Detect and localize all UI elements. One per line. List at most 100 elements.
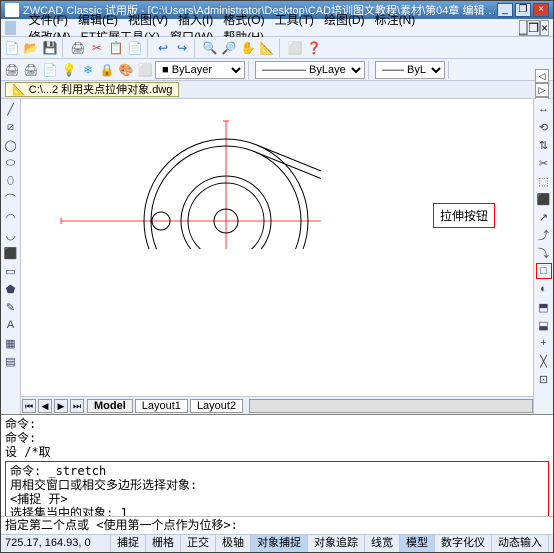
leftbar-tool-1[interactable]: ⧄ bbox=[3, 119, 19, 135]
menubar[interactable]: 文件(F)编辑(E)视图(V)插入(I)格式(O)工具(T)绘图(D)标注(N)… bbox=[1, 19, 553, 37]
leftbar-tool-13[interactable]: ▦ bbox=[3, 335, 19, 351]
rightbar-tool-12[interactable]: ⬓ bbox=[536, 317, 552, 333]
status-toggle-对象追踪[interactable]: 对象追踪 bbox=[308, 535, 365, 552]
menu-格式[interactable]: 格式(O) bbox=[218, 12, 269, 28]
tb2-6[interactable]: 🎨 bbox=[117, 61, 135, 79]
layout-tab-Model[interactable]: Model bbox=[87, 399, 133, 413]
layout-tabs[interactable]: ⏮◀▶⏭ModelLayout1Layout2 bbox=[21, 396, 533, 414]
leftbar-tool-3[interactable]: ⬭ bbox=[3, 155, 19, 171]
layout-tab-Layout2[interactable]: Layout2 bbox=[190, 399, 243, 413]
tb2-5[interactable]: 🔒 bbox=[98, 61, 116, 79]
command-panel[interactable]: 命令:命令:设 /*取命令: _stretch用相交窗口或相交多边形选择对象:<… bbox=[1, 414, 553, 534]
combo-lw_combo[interactable]: ———— ByLayer bbox=[255, 61, 365, 79]
rightbar-tool-11[interactable]: ⬒ bbox=[536, 299, 552, 315]
draw-toolbar[interactable]: ╱ ⧄ ◯ ⬭ ⬯ ⌒ ◠ ◡ ⬛ ▭ ⬟ ✎ A ▦ ▤ bbox=[1, 99, 21, 414]
tb-tb1-7[interactable]: ↩ bbox=[154, 39, 172, 57]
tb-tb1-3[interactable]: 🖨 bbox=[69, 39, 87, 57]
leftbar-tool-7[interactable]: ◡ bbox=[3, 227, 19, 243]
file-tabstrip[interactable]: 📐 C:\...2 利用夹点拉伸对象.dwg ◁▷✕ bbox=[1, 81, 553, 99]
tb-tb1-12[interactable]: 📐 bbox=[258, 39, 276, 57]
doc-win-btn-2[interactable]: × bbox=[540, 20, 549, 36]
tb-tb1-9[interactable]: 🔍 bbox=[201, 39, 219, 57]
toolbar-properties[interactable]: 🖨🖨📄💡❄🔒🎨⬜■ ByLayer———— ByLayer—— ByLayer bbox=[1, 59, 553, 81]
command-line[interactable]: 指定第二个点或 <使用第一个点作为位移>: bbox=[1, 516, 553, 534]
menu-编辑[interactable]: 编辑(E) bbox=[73, 12, 123, 28]
rightbar-tool-15[interactable]: ⊡ bbox=[536, 371, 552, 387]
rightbar-tool-1[interactable]: ⟲ bbox=[536, 119, 552, 135]
tb-tb1-11[interactable]: ✋ bbox=[239, 39, 257, 57]
status-toggle-栅格[interactable]: 栅格 bbox=[146, 535, 181, 552]
tb2-2[interactable]: 📄 bbox=[41, 61, 59, 79]
menu-文件[interactable]: 文件(F) bbox=[24, 12, 73, 28]
leftbar-tool-8[interactable]: ⬛ bbox=[3, 245, 19, 261]
leftbar-tool-11[interactable]: ✎ bbox=[3, 299, 19, 315]
status-toggle-数字化仪[interactable]: 数字化仪 bbox=[435, 535, 492, 552]
rightbar-tool-4[interactable]: ⬚ bbox=[536, 173, 552, 189]
tb2-3[interactable]: 💡 bbox=[60, 61, 78, 79]
restore-button[interactable]: ❐ bbox=[515, 3, 531, 17]
tb2-4[interactable]: ❄ bbox=[79, 61, 97, 79]
close-button[interactable]: × bbox=[533, 3, 549, 17]
tb-tb1-13[interactable]: ⬜ bbox=[286, 39, 304, 57]
status-toggle-正交[interactable]: 正交 bbox=[181, 535, 216, 552]
status-toggle-动态输入[interactable]: 动态输入 bbox=[492, 535, 549, 552]
status-toggle-对象捕捉[interactable]: 对象捕捉 bbox=[251, 535, 308, 552]
combo-layer_combo[interactable]: ■ ByLayer bbox=[155, 61, 245, 79]
rightbar-tool-3[interactable]: ✂ bbox=[536, 155, 552, 171]
rightbar-tool-9[interactable]: □ bbox=[536, 263, 552, 279]
tb-tb1-2[interactable]: 💾 bbox=[41, 39, 59, 57]
rightbar-tool-13[interactable]: + bbox=[536, 335, 552, 351]
modify-toolbar[interactable]: ↔ ⟲ ⇅ ✂ ⬚ ⬛ ↗ ⤴ ⤵ □ ◐ ⬒ ⬓ + ╳ ⊡ bbox=[533, 99, 553, 414]
layout-nav-3[interactable]: ⏭ bbox=[70, 399, 84, 413]
doc-win-btn-0[interactable]: _ bbox=[519, 20, 528, 36]
rightbar-tool-14[interactable]: ╳ bbox=[536, 353, 552, 369]
rightbar-tool-2[interactable]: ⇅ bbox=[536, 137, 552, 153]
rightbar-tool-0[interactable]: ↔ bbox=[536, 101, 552, 117]
status-toggle-模型[interactable]: 模型 bbox=[400, 535, 435, 552]
leftbar-tool-14[interactable]: ▤ bbox=[3, 353, 19, 369]
canvas-svg[interactable]: 端点XY bbox=[21, 99, 321, 249]
leftbar-tool-4[interactable]: ⬯ bbox=[3, 173, 19, 189]
leftbar-tool-12[interactable]: A bbox=[3, 317, 19, 333]
leftbar-tool-6[interactable]: ◠ bbox=[3, 209, 19, 225]
layout-nav-2[interactable]: ▶ bbox=[54, 399, 68, 413]
tb-tb1-6[interactable]: 📄 bbox=[126, 39, 144, 57]
menu-视图[interactable]: 视图(V) bbox=[123, 12, 173, 28]
tb-tb1-5[interactable]: 📋 bbox=[107, 39, 125, 57]
tb2-7[interactable]: ⬜ bbox=[136, 61, 154, 79]
drawing-canvas[interactable]: 端点XY 拉伸按钮 bbox=[21, 99, 533, 396]
layout-tab-Layout1[interactable]: Layout1 bbox=[135, 399, 188, 413]
tabstrip-btn-0[interactable]: ◁ bbox=[535, 69, 549, 83]
rightbar-tool-7[interactable]: ⤴ bbox=[536, 227, 552, 243]
status-toggle-极轴[interactable]: 极轴 bbox=[216, 535, 251, 552]
tb-tb1-14[interactable]: ❓ bbox=[305, 39, 323, 57]
tb-tb1-4[interactable]: ✂ bbox=[88, 39, 106, 57]
tabstrip-btn-1[interactable]: ▷ bbox=[535, 83, 549, 97]
tb2-1[interactable]: 🖨 bbox=[22, 61, 40, 79]
combo-lt_combo[interactable]: —— ByLayer bbox=[375, 61, 445, 79]
rightbar-tool-6[interactable]: ↗ bbox=[536, 209, 552, 225]
rightbar-tool-5[interactable]: ⬛ bbox=[536, 191, 552, 207]
status-toggle-捕捉[interactable]: 捕捉 bbox=[111, 535, 146, 552]
rightbar-tool-8[interactable]: ⤵ bbox=[536, 245, 552, 261]
tb2-0[interactable]: 🖨 bbox=[3, 61, 21, 79]
tb-tb1-10[interactable]: 🔎 bbox=[220, 39, 238, 57]
tb-tb1-0[interactable]: 📄 bbox=[3, 39, 21, 57]
leftbar-tool-2[interactable]: ◯ bbox=[3, 137, 19, 153]
rightbar-tool-10[interactable]: ◐ bbox=[536, 281, 552, 297]
menu-插入[interactable]: 插入(I) bbox=[173, 12, 218, 28]
leftbar-tool-0[interactable]: ╱ bbox=[3, 101, 19, 117]
menu-绘图[interactable]: 绘图(D) bbox=[319, 12, 370, 28]
menu-工具[interactable]: 工具(T) bbox=[270, 12, 319, 28]
status-bar[interactable]: 725.17, 164.93, 0捕捉栅格正交极轴对象捕捉对象追踪线宽模型数字化… bbox=[1, 534, 553, 552]
toolbar-standard[interactable]: 📄📂💾🖨✂📋📄↩↪🔍🔎✋📐⬜❓ bbox=[1, 37, 553, 59]
tb-tb1-1[interactable]: 📂 bbox=[22, 39, 40, 57]
leftbar-tool-5[interactable]: ⌒ bbox=[3, 191, 19, 207]
layout-nav-1[interactable]: ◀ bbox=[38, 399, 52, 413]
tb-tb1-8[interactable]: ↪ bbox=[173, 39, 191, 57]
status-toggle-线宽[interactable]: 线宽 bbox=[365, 535, 400, 552]
leftbar-tool-10[interactable]: ⬟ bbox=[3, 281, 19, 297]
leftbar-tool-9[interactable]: ▭ bbox=[3, 263, 19, 279]
layout-scrollbar[interactable] bbox=[249, 399, 533, 413]
file-tab[interactable]: 📐 C:\...2 利用夹点拉伸对象.dwg bbox=[5, 82, 179, 97]
